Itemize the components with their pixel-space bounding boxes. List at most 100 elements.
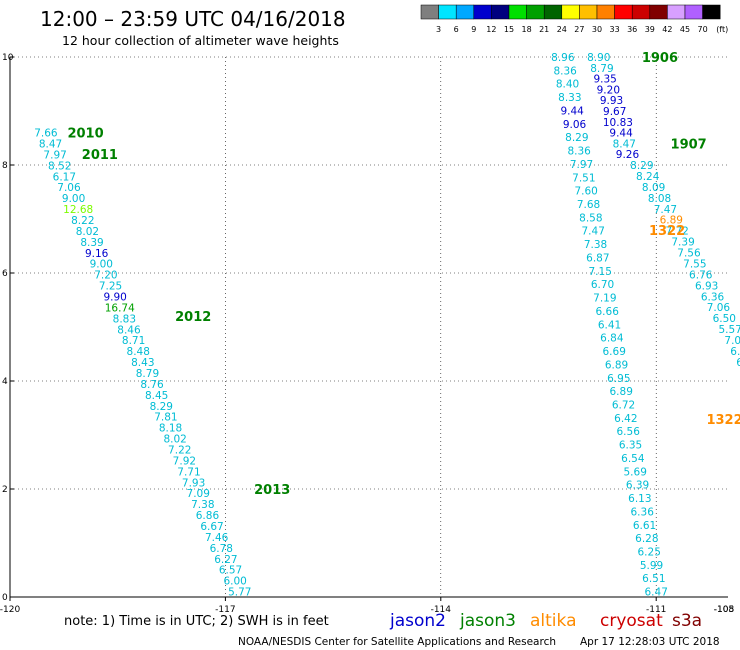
pass-label: 2012 bbox=[175, 310, 211, 325]
wave-height-value: 7.39 bbox=[671, 237, 694, 249]
wave-height-value: 6.86 bbox=[196, 510, 220, 522]
colorbar-label: 42 bbox=[662, 25, 672, 34]
wave-height-value: 6.61 bbox=[633, 520, 656, 532]
legend-jason3: jason3 bbox=[459, 611, 516, 631]
wave-height-value: 7.06 bbox=[57, 182, 81, 194]
credit-text: NOAA/NESDIS Center for Satellite Applica… bbox=[238, 636, 556, 648]
wave-height-value: 7.09 bbox=[187, 488, 210, 500]
colorbar-label: 70 bbox=[698, 25, 708, 34]
wave-height-value: 8.08 bbox=[648, 193, 671, 205]
wave-height-value: 7.66 bbox=[34, 128, 58, 140]
wave-height-value: 7.06 bbox=[707, 302, 731, 314]
wave-height-value: 7.47 bbox=[582, 226, 605, 238]
wave-height-value: 7.38 bbox=[584, 239, 607, 251]
wave-height-value: 7.81 bbox=[154, 412, 177, 424]
wave-height-value: 8.02 bbox=[76, 226, 99, 238]
wave-height-value: 9.67 bbox=[603, 106, 626, 118]
wave-height-value: 7.92 bbox=[173, 455, 196, 467]
wave-height-value: 6.76 bbox=[689, 269, 713, 281]
wave-height-value: 8.40 bbox=[556, 79, 579, 91]
x-tick-label: -105 bbox=[714, 605, 734, 615]
wave-height-value: 7.51 bbox=[572, 172, 595, 184]
colorbar-label: 39 bbox=[645, 25, 655, 34]
wave-height-value: 6.41 bbox=[598, 319, 621, 331]
wave-height-value: 8.52 bbox=[48, 160, 71, 172]
wave-height-value: 6.25 bbox=[638, 547, 661, 559]
colorbar-swatch bbox=[702, 4, 721, 20]
wave-height-value: 8.29 bbox=[565, 132, 588, 144]
y-tick-label: 10 bbox=[2, 53, 14, 63]
wave-height-value: 6.67 bbox=[200, 521, 223, 533]
colorbar: 3 6 9 12 15 18 21 24 27 30 33 36 39 42 45 70 (ft) bbox=[420, 4, 728, 34]
colorbar-swatch bbox=[526, 4, 545, 20]
wave-height-value: 9.16 bbox=[85, 248, 109, 260]
wave-height-value: 7.93 bbox=[182, 477, 205, 489]
colorbar-swatch bbox=[508, 4, 527, 20]
wave-height-value: 6.37 bbox=[730, 346, 740, 358]
wave-height-value: 6.39 bbox=[626, 480, 649, 492]
wave-height-value: 9.00 bbox=[90, 259, 113, 271]
wave-height-value: 6.35 bbox=[619, 440, 642, 452]
wave-height-value: 7.07 bbox=[724, 335, 740, 347]
wave-height-value: 7.71 bbox=[177, 466, 200, 478]
wave-height-value: 6.57 bbox=[219, 565, 242, 577]
chart-subtitle: 12 hour collection of altimeter wave hei… bbox=[62, 33, 339, 48]
legend-altika: altika bbox=[530, 611, 577, 631]
wave-height-value: 7.72 bbox=[665, 226, 688, 238]
wave-height-value: 8.79 bbox=[590, 63, 613, 75]
wave-height-value: 9.44 bbox=[609, 128, 633, 140]
data-points: 7.668.477.978.526.177.069.0012.688.228.0… bbox=[34, 52, 740, 599]
wave-height-value: 8.90 bbox=[587, 52, 610, 64]
y-tick-label: 0 bbox=[2, 593, 8, 603]
y-tick-label: 6 bbox=[2, 269, 8, 279]
colorbar-label: 18 bbox=[522, 25, 532, 34]
wave-height-value: 6.36 bbox=[631, 506, 655, 518]
colorbar-swatch bbox=[684, 4, 703, 20]
wave-height-value: 9.26 bbox=[616, 149, 640, 161]
wave-height-value: 6.56 bbox=[617, 426, 641, 438]
wave-height-value: 7.97 bbox=[43, 149, 66, 161]
colorbar-swatch bbox=[473, 4, 492, 20]
wave-height-value: 5.69 bbox=[624, 466, 647, 478]
colorbar-label: 6 bbox=[454, 25, 459, 34]
wave-height-value: 8.47 bbox=[613, 138, 636, 150]
wave-height-value: 6.27 bbox=[214, 554, 237, 566]
colorbar-label: 21 bbox=[539, 25, 549, 34]
wave-height-value: 6.54 bbox=[621, 453, 645, 465]
wave-height-value: 6.36 bbox=[701, 291, 725, 303]
wave-height-value: 9.90 bbox=[103, 292, 126, 304]
timestamp-text: Apr 17 12:28:03 UTC 2018 bbox=[580, 636, 720, 648]
colorbar-swatch bbox=[579, 4, 598, 20]
colorbar-label: 36 bbox=[627, 25, 637, 34]
wave-height-value: 5.99 bbox=[640, 560, 663, 572]
wave-height-value: 8.33 bbox=[558, 92, 581, 104]
wave-height-value: 9.35 bbox=[593, 74, 616, 86]
plot-area: 7.668.477.978.526.177.069.0012.688.228.0… bbox=[9, 51, 740, 599]
wave-height-value: 8.76 bbox=[140, 379, 164, 391]
colorbar-swatch bbox=[491, 4, 510, 20]
wave-height-value: 6.66 bbox=[596, 306, 620, 318]
wave-height-value: 6.42 bbox=[614, 413, 637, 425]
wave-height-value: 5.77 bbox=[228, 587, 251, 599]
wave-height-value: 8.24 bbox=[636, 171, 660, 183]
colorbar-swatch bbox=[596, 4, 615, 20]
wave-height-value: 7.20 bbox=[94, 270, 117, 282]
pass-label: 1907 bbox=[671, 137, 707, 152]
colorbar-label: 27 bbox=[574, 25, 584, 34]
wave-height-value: 6.17 bbox=[53, 171, 76, 183]
wave-height-value: 8.22 bbox=[71, 215, 94, 227]
colorbar-swatch bbox=[614, 4, 633, 20]
wave-height-value: 7.19 bbox=[593, 293, 616, 305]
pass-labels: 2010201120122013190619071908190913221322… bbox=[67, 51, 740, 498]
wave-height-value: 8.09 bbox=[642, 182, 665, 194]
colorbar-label: 30 bbox=[592, 25, 602, 34]
colorbar-swatch bbox=[420, 4, 439, 20]
colorbar-swatch bbox=[455, 4, 475, 20]
wave-height-value: 9.20 bbox=[597, 84, 620, 96]
wave-height-value: 6.89 bbox=[605, 359, 628, 371]
wave-height-value: 6.90 bbox=[736, 357, 740, 369]
wave-height-value: 8.29 bbox=[150, 401, 173, 413]
x-tick-label: -108 bbox=[714, 605, 735, 615]
wave-height-value: 8.39 bbox=[80, 237, 103, 249]
